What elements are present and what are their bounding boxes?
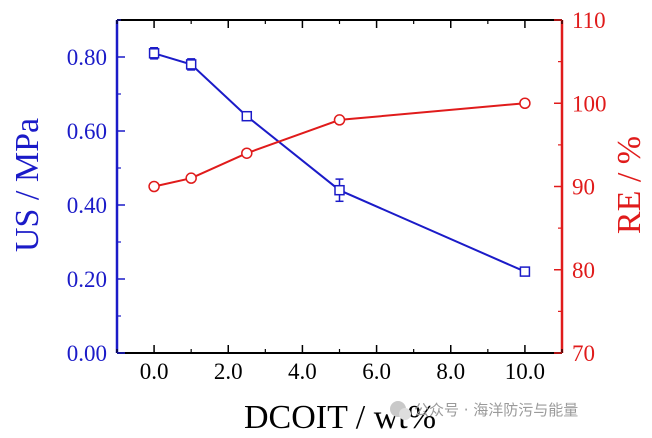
data-point-circle [241, 147, 253, 159]
left-y-tick-label: 0.40 [67, 193, 107, 218]
left-y-tick-label: 0.20 [67, 267, 107, 292]
left-series-line [153, 52, 526, 273]
data-point-circle [148, 180, 160, 193]
wechat-icon-detail [399, 408, 411, 420]
x-tick-label: 0.0 [140, 359, 169, 384]
left-y-tick-label: 0.80 [67, 45, 107, 70]
data-point-square [334, 184, 345, 196]
data-point-circle [519, 97, 531, 109]
right-y-tick-label: 110 [572, 8, 606, 33]
x-tick-label: 10.0 [505, 359, 545, 384]
right-y-tick-label: 100 [572, 91, 607, 116]
right-y-tick-label: 80 [572, 258, 595, 283]
data-point-square [185, 59, 197, 70]
right-y-tick-label: 70 [572, 341, 595, 366]
watermark: 公众号 · 海洋防污与能量 [390, 401, 578, 420]
data-point-square [148, 48, 160, 59]
x-tick-label: 6.0 [362, 359, 391, 384]
x-tick-label: 4.0 [288, 359, 317, 384]
left-y-tick-label: 0.00 [67, 341, 107, 366]
data-point-circle [185, 172, 197, 184]
left-y-tick-label: 0.60 [67, 119, 107, 144]
data-point-square [519, 266, 531, 277]
series-layer [148, 47, 531, 277]
axes: 0.0 2.0 4.0 6.0 8.0 10.0 0.00 0.20 0.40 0.60 0.80 7… [67, 8, 607, 384]
left-y-axis-title: US / MPa [9, 118, 46, 252]
x-tick-label: 2.0 [214, 359, 243, 384]
right-y-tick-label: 90 [572, 175, 595, 200]
right-y-axis-title: RE / % [611, 136, 648, 234]
watermark-text: 公众号 · 海洋防污与能量 [414, 401, 578, 419]
data-point-square [241, 110, 253, 122]
x-tick-label: 8.0 [436, 359, 465, 384]
data-point-circle [333, 114, 346, 126]
